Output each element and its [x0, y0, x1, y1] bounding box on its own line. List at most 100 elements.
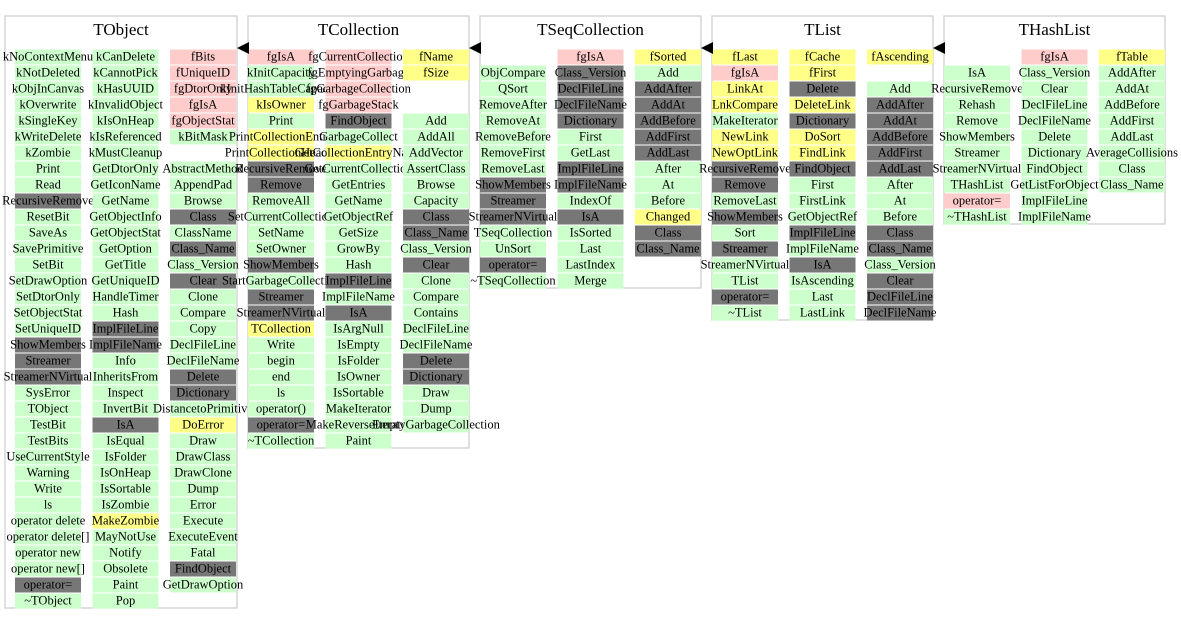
member-name: Dictionary — [796, 113, 850, 127]
member-cell — [712, 113, 778, 129]
member-name: RecursiveRemove — [931, 81, 1023, 95]
member-name: IndexOf — [570, 193, 612, 207]
member-cell — [248, 145, 314, 161]
member-cell — [248, 257, 314, 273]
member-name: SetDrawOption — [9, 273, 88, 287]
member-name: DeclFileName — [864, 305, 937, 319]
member-name: AddFirst — [878, 145, 923, 159]
member-cell — [789, 97, 856, 113]
member-name: kHasUUID — [97, 81, 154, 95]
member-cell — [15, 449, 81, 465]
member-cell — [789, 289, 856, 305]
member-cell — [635, 113, 701, 129]
member-name: operator delete — [11, 513, 86, 527]
member-name: FindObject — [175, 561, 232, 575]
member-name: Class_Version — [864, 257, 936, 271]
member-cell — [557, 209, 624, 225]
member-name: SetDtorOnly — [16, 289, 81, 303]
member-name: FindObject — [1026, 161, 1083, 175]
member-name: kWriteDelete — [15, 129, 82, 143]
member-cell — [944, 145, 1010, 161]
member-name: kInvalidObject — [88, 97, 164, 111]
member-name: ~TSeqCollection — [470, 273, 556, 287]
class-title: THashList — [1019, 20, 1091, 39]
member-cell — [92, 465, 159, 481]
member-cell — [789, 305, 856, 321]
member-name: ClassName — [175, 225, 232, 239]
member-cell — [325, 321, 392, 337]
member-name: First — [811, 177, 834, 191]
member-name: operator= — [24, 577, 73, 591]
member-name: kInitHashTableCapacity — [220, 81, 342, 95]
member-cell — [92, 161, 159, 177]
member-name: StreamerNVirtual — [701, 257, 790, 271]
member-cell — [15, 81, 81, 97]
member-cell — [248, 433, 314, 449]
member-name: operator= — [257, 417, 306, 431]
member-name: SetOwner — [256, 241, 307, 255]
member-name: IsA — [116, 417, 134, 431]
member-cell — [403, 65, 469, 81]
member-name: AddBefore — [1104, 97, 1160, 111]
member-cell — [15, 193, 81, 209]
member-name: TCollection — [251, 321, 311, 335]
member-name: HandleTimer — [92, 289, 159, 303]
inheritance-arrow — [237, 42, 249, 54]
member-cell — [248, 177, 314, 193]
member-name: ShowMembers — [707, 209, 783, 223]
member-cell — [557, 273, 624, 289]
member-cell — [635, 225, 701, 241]
member-cell — [170, 241, 236, 257]
member-name: fUniqueID — [176, 65, 230, 79]
member-cell — [1021, 209, 1088, 225]
member-name: ImplFileName — [554, 177, 627, 191]
member-name: kSingleKey — [18, 113, 78, 127]
member-cell — [325, 81, 392, 97]
member-cell — [325, 129, 392, 145]
member-cell — [712, 81, 778, 97]
member-name: kObjInCanvas — [12, 81, 84, 95]
member-name: Contains — [414, 305, 459, 319]
member-name: Class_Version — [167, 257, 239, 271]
member-name: Browse — [184, 193, 223, 207]
member-cell — [325, 385, 392, 401]
member-name: GetIconName — [90, 177, 161, 191]
member-name: Dictionary — [176, 385, 230, 399]
member-cell — [789, 225, 856, 241]
member-cell — [170, 225, 236, 241]
member-name: ~TList — [728, 305, 762, 319]
member-name: ls — [44, 497, 52, 511]
member-cell — [325, 145, 392, 161]
member-name: Copy — [189, 321, 217, 335]
member-name: IsZombie — [102, 497, 150, 511]
member-cell — [403, 273, 469, 289]
member-name: Draw — [189, 433, 217, 447]
member-cell — [480, 177, 546, 193]
member-name: Capacity — [414, 193, 459, 207]
member-cell — [480, 273, 546, 289]
member-name: AddLast — [1110, 129, 1154, 143]
member-name: IsOwner — [337, 369, 381, 383]
member-name: Streamer — [258, 289, 304, 303]
member-cell — [15, 385, 81, 401]
member-name: fTable — [1116, 49, 1148, 63]
member-name: SetBit — [32, 257, 64, 271]
member-cell — [92, 417, 159, 433]
member-cell — [325, 209, 392, 225]
member-cell — [403, 401, 469, 417]
member-cell — [325, 193, 392, 209]
member-name: AddAfter — [1108, 65, 1157, 79]
member-cell — [867, 193, 933, 209]
member-name: Notify — [109, 545, 142, 559]
member-name: AbstractMethod — [162, 161, 244, 175]
member-cell — [635, 81, 701, 97]
member-cell — [1021, 113, 1088, 129]
member-name: kZombie — [25, 145, 71, 159]
member-name: fLast — [732, 49, 758, 63]
member-cell — [557, 161, 624, 177]
member-name: NewLink — [721, 129, 769, 143]
class-box: TCollection fgIsA kInitCapacity kInitHashTa… — [220, 15, 501, 449]
member-cell — [92, 561, 159, 577]
member-cell — [1099, 161, 1165, 177]
